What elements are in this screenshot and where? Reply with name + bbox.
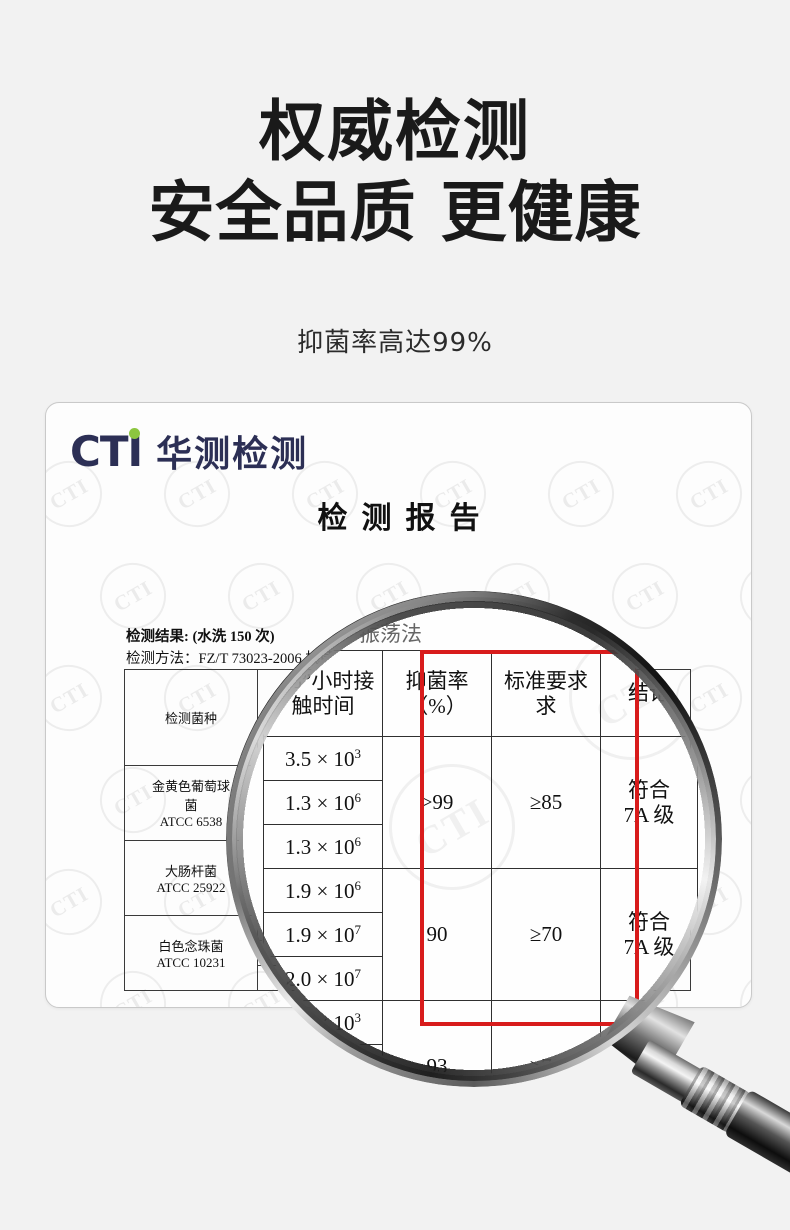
watermark-icon: CTI <box>46 856 115 948</box>
mag-cell-contact: 8.4 × 103 <box>263 1000 383 1045</box>
mag-cell-contact: 1.9 × 107 <box>263 912 383 957</box>
mag-cell-standard: ≥70 <box>491 1000 601 1074</box>
magnifier-lens: CTI CTI 物测试方法：振荡法 “18”小时接触时间 抑菌率 （%） 标准要求求结… <box>239 604 709 1074</box>
magnifier-handle-shaft <box>723 1089 790 1210</box>
mag-cell-rate: 90 <box>382 868 492 1001</box>
cti-logo-chinese: 华测检测 <box>156 434 309 475</box>
mag-cell-contact: 2.0 × 107 <box>263 956 383 1001</box>
mag-table-row: 1.9 × 106 90 ≥70 符合 7A 级 <box>263 868 698 1001</box>
mag-cell-contact: 1.9 × 106 <box>263 868 383 913</box>
report-title: 检测报告 <box>317 502 494 535</box>
headline-line-2: 安全品质 更健康 <box>148 174 642 252</box>
mag-cell-contact: 3.5 × 103 <box>263 736 383 781</box>
header-species: 检测菌种 <box>124 669 258 766</box>
mag-cell-standard: ≥85 <box>491 736 601 869</box>
cti-logo: CTI 华测检测 <box>70 428 309 475</box>
mag-cell-contact: 1.3 × 106 <box>263 780 383 825</box>
subheadline: 抑菌率高达99% <box>297 328 493 358</box>
cell-species: 大肠杆菌 ATCC 25922 <box>124 840 258 916</box>
mag-cell-rate: 93 <box>382 1000 492 1074</box>
magnified-method-text: 物测试方法：振荡法 <box>239 622 422 646</box>
watermark-icon: CTI <box>727 550 751 642</box>
mag-cell-standard: ≥70 <box>491 868 601 1001</box>
headline-line-1: 权威检测 <box>259 93 531 170</box>
mag-cell-contact: 1.3 × 106 <box>263 824 383 869</box>
mag-cell-contact: 1.2 × 105 <box>263 1044 383 1074</box>
watermark-icon: CTI <box>727 754 751 846</box>
watermark-icon: CTI <box>727 958 751 1007</box>
mag-header-standard: 标准要求求 <box>491 650 601 737</box>
cti-logo-dot-icon <box>129 428 141 439</box>
mag-header-contact: “18”小时接触时间 <box>263 650 383 737</box>
cti-logo-latin: CTI <box>70 428 143 473</box>
mag-header-rate: 抑菌率 （%） <box>382 650 492 737</box>
cell-species: 白色念珠菌 ATCC 10231 <box>124 915 258 991</box>
cell-species: 金黄色葡萄球菌 ATCC 6538 <box>124 765 258 841</box>
mag-header-conclusion: 结论 <box>600 650 698 737</box>
mag-table-row: 3.5 × 103 >99 ≥85 符合 7A 级 <box>263 736 698 869</box>
watermark-icon: CTI <box>46 652 115 744</box>
magnified-content: CTI CTI 物测试方法：振荡法 “18”小时接触时间 抑菌率 （%） 标准要求求结… <box>239 604 709 1074</box>
results-table-magnified: “18”小时接触时间 抑菌率 （%） 标准要求求结论 3.5 × 103 >99 ≥85 符合… <box>263 650 698 1074</box>
magnifier-handle-grip <box>678 1065 752 1134</box>
mag-cell-rate: >99 <box>382 736 492 869</box>
headline-block: 权威检测 安全品质 更健康 <box>0 98 790 247</box>
